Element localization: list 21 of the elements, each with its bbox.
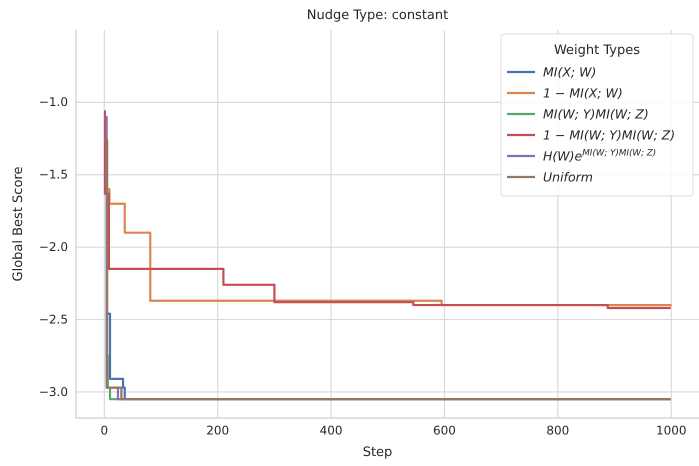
legend-label: MI(X; W) xyxy=(543,64,596,80)
x-tick-label: 0 xyxy=(100,424,108,438)
x-tick-label: 600 xyxy=(433,424,456,438)
legend-label: MI(W; Y)MI(W; Z) xyxy=(543,106,649,122)
x-tick-label: 800 xyxy=(546,424,570,438)
chart-title: Nudge Type: constant xyxy=(306,8,448,23)
y-tick-label: −1.5 xyxy=(38,168,68,182)
legend-label: 1 − MI(W; Y)MI(W; Z) xyxy=(543,128,676,142)
y-tick-label: −2.0 xyxy=(38,240,68,254)
x-tick-label: 400 xyxy=(320,424,343,438)
y-tick-label: −1.0 xyxy=(38,95,68,110)
y-axis-title: Global Best Score xyxy=(11,166,26,282)
y-tick-label: −2.5 xyxy=(38,312,68,326)
x-axis-title: Step xyxy=(362,445,392,460)
legend-label: H(W)e$^{MI(W; Y)MI(W; Z)}$ xyxy=(543,148,656,164)
legend-title: Weight Types xyxy=(554,43,640,58)
legend-label: Uniform xyxy=(543,170,593,184)
legend-label: 1 − MI(X; W) xyxy=(543,86,623,100)
y-tick-label: −3.0 xyxy=(38,384,68,399)
x-tick-label: 200 xyxy=(206,424,230,438)
x-tick-label: 1000 xyxy=(656,424,686,438)
